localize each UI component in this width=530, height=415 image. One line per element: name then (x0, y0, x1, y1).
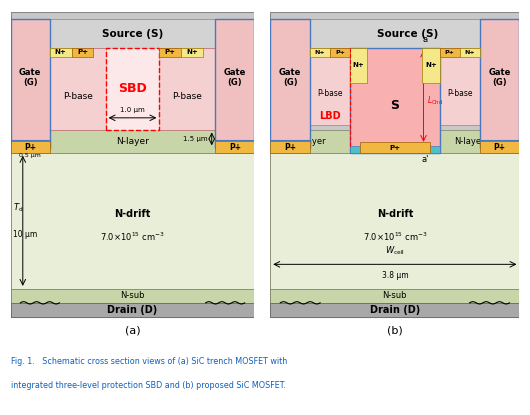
Text: 1.5 µm: 1.5 µm (183, 136, 208, 142)
Bar (270, 303, 519, 317)
Text: N+: N+ (425, 62, 437, 68)
Text: Gate
(G): Gate (G) (224, 68, 246, 87)
Text: N-sub: N-sub (120, 291, 145, 300)
Bar (460, 48, 480, 57)
Bar (181, 48, 203, 57)
Text: 7.0×10$^{15}$ cm$^{-3}$: 7.0×10$^{15}$ cm$^{-3}$ (363, 231, 427, 243)
Text: N-layer: N-layer (116, 137, 149, 146)
Text: Fig. 1.   Schematic cross section views of (a) SiC trench MOSFET with: Fig. 1. Schematic cross section views of… (11, 356, 287, 366)
Bar (422, 48, 440, 83)
Bar (440, 48, 460, 57)
Bar (270, 141, 310, 153)
Text: P+: P+ (445, 50, 455, 55)
Bar (270, 20, 310, 148)
Text: N-sub: N-sub (383, 291, 407, 300)
Text: (b): (b) (387, 326, 403, 336)
Text: $L_{\rm Chd}$: $L_{\rm Chd}$ (427, 94, 444, 107)
Text: P+: P+ (284, 143, 296, 151)
Text: P-base: P-base (447, 90, 472, 98)
Bar (11, 141, 50, 153)
Bar (11, 303, 254, 317)
Text: N+: N+ (315, 50, 325, 55)
Text: P+: P+ (165, 49, 176, 55)
Bar (360, 142, 430, 153)
Text: 0.5 µm: 0.5 µm (19, 153, 41, 158)
Bar (215, 140, 254, 148)
Text: Drain (D): Drain (D) (370, 305, 420, 315)
Bar (350, 48, 440, 153)
Text: P-base: P-base (317, 90, 343, 98)
Text: LBD: LBD (319, 111, 341, 121)
Bar (330, 48, 350, 57)
Bar (480, 20, 519, 148)
Text: P-base: P-base (63, 92, 93, 101)
Bar (270, 129, 350, 153)
Text: N-drift: N-drift (114, 209, 151, 219)
Text: $T_{\rm d}$: $T_{\rm d}$ (13, 201, 23, 214)
Bar (270, 153, 519, 289)
Bar (270, 140, 310, 148)
Text: Gate
(G): Gate (G) (488, 68, 511, 87)
Bar (215, 141, 254, 153)
Text: N-drift: N-drift (377, 209, 413, 219)
Text: N+: N+ (353, 62, 365, 68)
Text: N+: N+ (55, 49, 66, 55)
Text: (a): (a) (125, 326, 140, 336)
Text: SBD: SBD (118, 82, 147, 95)
Text: S: S (391, 99, 399, 112)
Bar (11, 20, 50, 148)
Text: 7.0×10$^{15}$ cm$^{-3}$: 7.0×10$^{15}$ cm$^{-3}$ (100, 231, 165, 243)
Text: P+: P+ (493, 143, 506, 151)
Text: N+: N+ (187, 49, 198, 55)
Bar (270, 289, 519, 303)
Bar (350, 146, 440, 153)
Bar (105, 48, 160, 129)
Bar (420, 129, 519, 153)
Bar (480, 140, 519, 148)
Bar (11, 289, 254, 303)
Text: Gate
(G): Gate (G) (19, 68, 41, 87)
Text: $W_{\rm cell}$: $W_{\rm cell}$ (385, 245, 405, 257)
Text: P-base: P-base (172, 92, 202, 101)
Text: P+: P+ (24, 143, 36, 151)
Bar (270, 20, 519, 48)
Text: N-layer: N-layer (454, 137, 485, 146)
Text: N+: N+ (464, 50, 475, 55)
Bar (11, 129, 254, 153)
Text: Drain (D): Drain (D) (108, 305, 157, 315)
Text: P+: P+ (229, 143, 241, 151)
Bar (215, 20, 254, 148)
Text: 1.0 µm: 1.0 µm (120, 107, 145, 113)
Bar (440, 48, 480, 125)
Bar (50, 48, 105, 129)
Bar (310, 48, 330, 57)
Text: P+: P+ (335, 50, 345, 55)
Bar (310, 48, 350, 125)
Bar (160, 48, 215, 129)
Text: 10 µm: 10 µm (13, 230, 37, 239)
Text: Source (S): Source (S) (377, 29, 438, 39)
Text: P+: P+ (77, 49, 88, 55)
Bar (50, 48, 72, 57)
Bar (350, 48, 367, 83)
Bar (11, 140, 50, 148)
Text: integrated three-level protection SBD and (b) proposed SiC MOSFET.: integrated three-level protection SBD an… (11, 381, 286, 391)
Text: 3.8 µm: 3.8 µm (382, 271, 408, 281)
Bar (160, 48, 181, 57)
Text: a': a' (421, 155, 428, 164)
Text: P+: P+ (390, 145, 400, 151)
Text: a: a (422, 35, 427, 44)
Bar (72, 48, 93, 57)
Bar (11, 153, 254, 289)
Bar (11, 20, 254, 48)
Text: Gate
(G): Gate (G) (279, 68, 302, 87)
Bar (480, 141, 519, 153)
Text: N-layer: N-layer (295, 137, 325, 146)
Text: Source (S): Source (S) (102, 29, 163, 39)
